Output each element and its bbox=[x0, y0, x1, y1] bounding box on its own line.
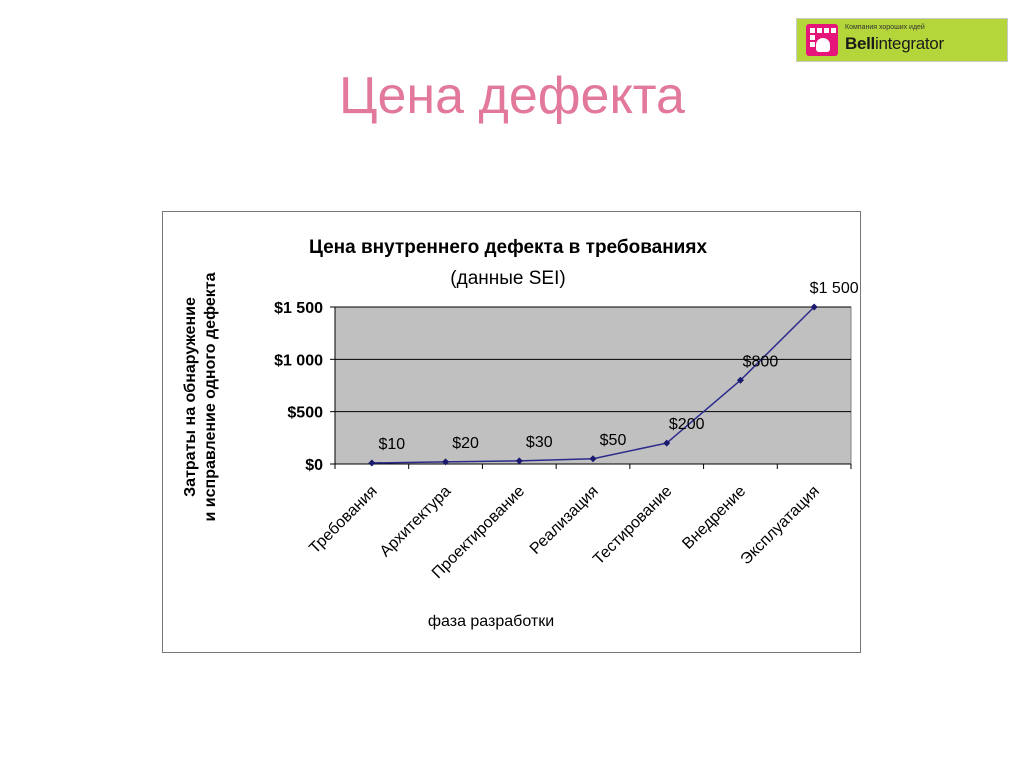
logo-name-bold: Bell bbox=[845, 34, 875, 53]
data-label: $200 bbox=[669, 416, 705, 433]
x-tick-label: Внедрение bbox=[679, 483, 749, 553]
logo-name-regular: integrator bbox=[874, 34, 944, 53]
data-point bbox=[736, 376, 744, 384]
data-label: $800 bbox=[743, 353, 779, 370]
x-tick-label: Реализация bbox=[527, 483, 602, 558]
data-point bbox=[515, 457, 523, 465]
y-tick-label: $500 bbox=[287, 405, 323, 422]
plot-area bbox=[334, 306, 852, 465]
data-label: $20 bbox=[452, 435, 479, 452]
x-axis-ticks: ТребованияАрхитектураПроектированиеРеали… bbox=[306, 464, 852, 582]
chart-subtitle: (данные SEI) bbox=[450, 268, 565, 289]
y-tick-label: $1 000 bbox=[274, 352, 323, 369]
data-label: $50 bbox=[600, 432, 627, 449]
data-point bbox=[589, 455, 597, 463]
bellintegrator-logo: Компания хороших идей Bellintegrator bbox=[796, 18, 1008, 62]
data-point bbox=[810, 303, 818, 311]
data-label: $30 bbox=[526, 434, 553, 451]
y-tick-label: $1 500 bbox=[274, 300, 323, 317]
data-point bbox=[663, 439, 671, 447]
chart-frame: Цена внутреннего дефекта в требованиях (… bbox=[162, 211, 861, 653]
logo-mark-icon bbox=[806, 24, 838, 56]
logo-name: Bellintegrator bbox=[845, 34, 944, 54]
data-point bbox=[368, 459, 376, 467]
y-axis-label-line-2: и исправление одного дефекта bbox=[202, 272, 219, 521]
chart-title: Цена внутреннего дефекта в требованиях bbox=[309, 237, 707, 258]
data-points bbox=[368, 303, 818, 467]
slide-title: Цена дефекта bbox=[339, 67, 685, 125]
x-tick-label: Требования bbox=[306, 483, 380, 557]
line-chart: Цена внутреннего дефекта в требованиях (… bbox=[182, 237, 859, 630]
y-axis-label-line-1: Затраты на обнаружение bbox=[182, 297, 199, 497]
data-point bbox=[442, 458, 450, 466]
x-axis-label: фаза разработки bbox=[428, 613, 554, 630]
y-axis-ticks: $0 $500 $1 000 $1 500 bbox=[274, 300, 335, 474]
data-label: $10 bbox=[379, 436, 406, 453]
gridlines bbox=[335, 306, 851, 413]
y-tick-label: $0 bbox=[305, 457, 323, 474]
x-tick-label: Тестирование bbox=[590, 483, 675, 568]
data-label: $1 500 bbox=[810, 280, 859, 297]
x-tick-label: Эксплуатация bbox=[738, 483, 823, 568]
x-tick-label: Архитектура bbox=[377, 483, 455, 561]
logo-tagline: Компания хороших идей bbox=[845, 24, 925, 31]
data-labels: $10 $20 $30 $50 $200 $800 $1 500 bbox=[379, 280, 859, 453]
